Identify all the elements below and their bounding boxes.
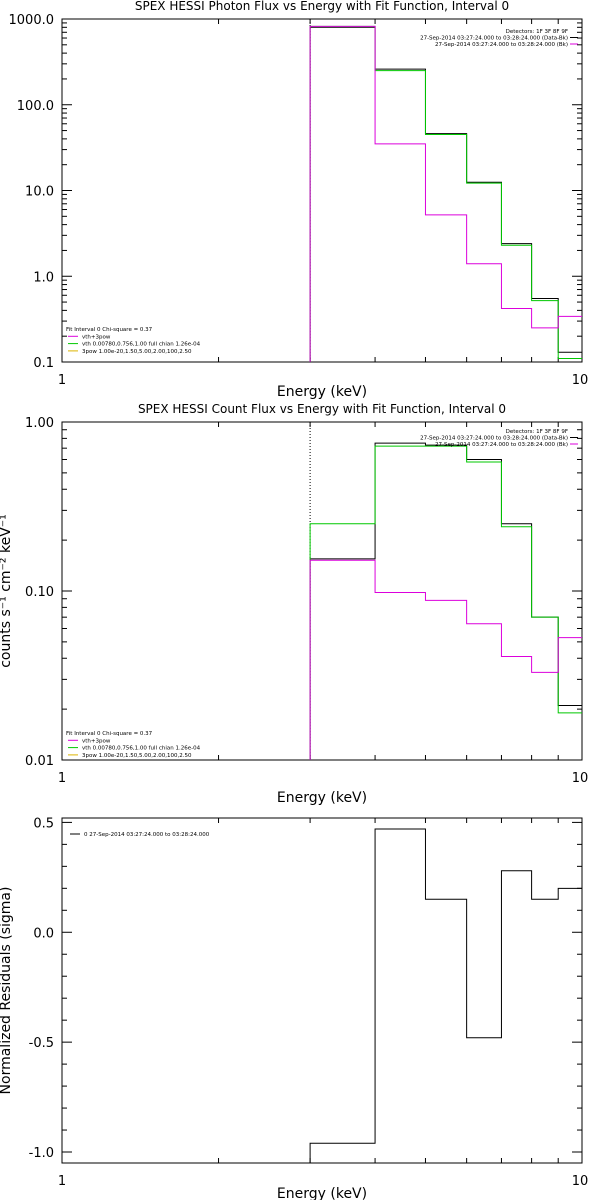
y-tick-label: 0.5: [33, 816, 54, 831]
series-3-line: [309, 25, 582, 362]
x-tick-label: 10: [572, 771, 589, 786]
legend-top-entry: 27-Sep-2014 03:27:24.000 to 03:28:24.000…: [420, 36, 568, 42]
y-tick-label: 100.0: [17, 99, 54, 114]
y-tick-label: 1.0: [33, 270, 54, 285]
series-2-line: [309, 445, 582, 760]
x-axis-label: Energy (keV): [277, 1186, 367, 1200]
legend-bottom-entry: vth 0.00780,0.756,1.00 full chian 1.26e-…: [82, 746, 201, 752]
x-axis-label: Energy (keV): [277, 790, 367, 806]
x-ticks: 1 10: [58, 422, 588, 786]
legend-top-entry: Detectors: 1F 3F 8F 9F: [506, 29, 568, 35]
legend-top-entry: 27-Sep-2014 03:27:24.000 to 03:28:24.000…: [420, 436, 568, 442]
x-axis-label: Energy (keV): [277, 384, 367, 400]
legend-bottom: Fit Interval 0 Chi-square = 0.37vth+3pow…: [66, 327, 201, 355]
chart-panel-2: SPEX HESSI Count Flux vs Energy with Fit…: [0, 402, 588, 806]
series-2-line: [309, 25, 582, 362]
legend-top-entry: 27-Sep-2014 03:27:24.000 to 03:28:24.000…: [435, 442, 568, 448]
chart-panel-3: Energy (keV) Normalized Residuals (sigma)…: [0, 816, 588, 1200]
legend-top-entry: 27-Sep-2014 03:27:24.000 to 03:28:24.000…: [435, 42, 568, 48]
legend-bottom-entry: vth 0.00780,0.756,1.00 full chian 1.26e-…: [82, 342, 201, 348]
y-tick-label: -0.5: [29, 1036, 54, 1051]
legend-bottom-entry: 3pow 1.00e-20,1.50,5.00,2.00,100,2.50: [82, 349, 192, 355]
legend-top-entry: 0 27-Sep-2014 03:27:24.000 to 03:28:24.0…: [84, 832, 210, 838]
legend-bottom-entry: Fit Interval 0 Chi-square = 0.37: [66, 327, 153, 333]
y-axis-label: counts s⁻¹ cm⁻² keV⁻¹: [0, 514, 14, 668]
y-tick-label: 0.0: [33, 926, 54, 941]
y-tick-label: -1.0: [29, 1146, 54, 1161]
x-tick-label: 1: [58, 771, 66, 786]
plot-frame: [61, 18, 583, 363]
y-ticks: -1.0 -0.5 0.0 0.5: [29, 816, 582, 1161]
chart-title: SPEX HESSI Count Flux vs Energy with Fit…: [138, 402, 506, 416]
legend-bottom-entry: Fit Interval 0 Chi-square = 0.37: [66, 731, 153, 737]
series-1-line: [309, 26, 582, 362]
legend-top: 0 27-Sep-2014 03:27:24.000 to 03:28:24.0…: [70, 832, 210, 838]
y-tick-label: 10.0: [25, 185, 54, 200]
x-tick-label: 10: [572, 1174, 589, 1189]
y-ticks: 0.01 0.10 1.00: [25, 416, 582, 769]
legend-bottom-entry: vth+3pow: [82, 334, 111, 340]
x-tick-label: 1: [58, 373, 66, 388]
y-ticks: 0.1 1.0 10.0 100.0 1000.0: [9, 13, 582, 371]
x-tick-label: 1: [58, 1174, 66, 1189]
plot-frame: [61, 817, 583, 1164]
series-1-line: [309, 442, 582, 760]
series-3-line: [309, 559, 582, 760]
x-tick-label: 10: [572, 373, 589, 388]
legend-bottom: Fit Interval 0 Chi-square = 0.37vth+3pow…: [66, 731, 201, 759]
y-tick-label: 0.10: [25, 585, 54, 600]
y-tick-label: 1000.0: [9, 13, 55, 28]
series-1-line: [309, 828, 582, 1163]
chart-title: SPEX HESSI Photon Flux vs Energy with Fi…: [135, 0, 509, 13]
x-ticks: 1 10: [58, 818, 588, 1189]
y-axis-label: Normalized Residuals (sigma): [0, 887, 14, 1095]
legend-top-entry: Detectors: 1F 3F 8F 9F: [506, 429, 568, 435]
plot-frame: [61, 421, 583, 761]
y-tick-label: 0.01: [25, 754, 54, 769]
legend-bottom-entry: vth+3pow: [82, 738, 111, 744]
y-tick-label: 1.00: [25, 416, 54, 431]
legend-bottom-entry: 3pow 1.00e-20,1.50,5.00,2.00,100,2.50: [82, 753, 192, 759]
chart-panel-1: SPEX HESSI Photon Flux vs Energy with Fi…: [9, 0, 589, 400]
y-tick-label: 0.1: [33, 356, 54, 371]
